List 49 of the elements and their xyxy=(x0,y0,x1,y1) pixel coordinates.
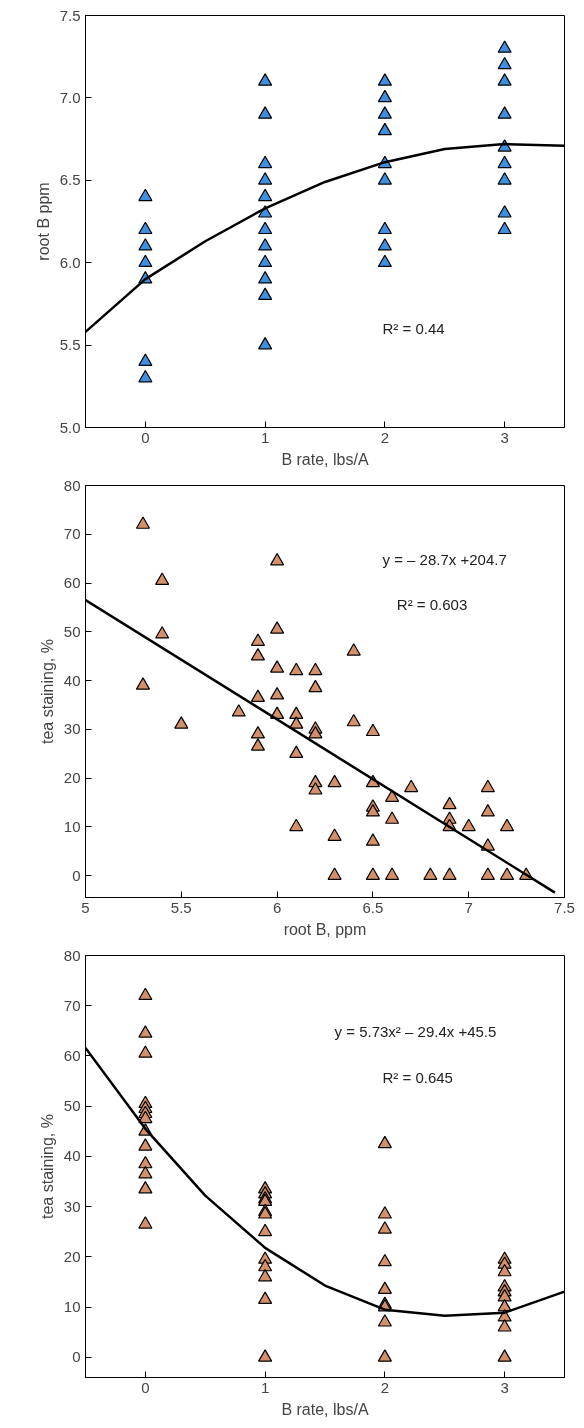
y-tick-label: 7.0 xyxy=(59,88,81,106)
y-tick-label: 5.0 xyxy=(59,418,81,436)
y-tick-label: 70 xyxy=(63,525,81,543)
y-tick-label: 40 xyxy=(63,671,81,689)
annotation: R² = 0.603 xyxy=(396,596,468,614)
y-tick-label: 6.0 xyxy=(59,253,81,271)
y-tick-label: 7.5 xyxy=(59,6,81,24)
x-tick-label: 7 xyxy=(464,898,473,916)
y-tick-label: 60 xyxy=(63,574,81,592)
y-tick-label: 30 xyxy=(63,720,81,738)
x-tick-label: 6.5 xyxy=(362,898,384,916)
y-tick-label: 30 xyxy=(63,1197,81,1215)
x-tick-label: 7.5 xyxy=(554,898,575,916)
y-axis-title: root B ppm xyxy=(34,182,52,261)
y-axis-title: tea staining, % xyxy=(38,639,56,744)
y-tick-label: 0 xyxy=(72,866,81,884)
y-tick-label: 20 xyxy=(63,769,81,787)
y-axis-title: tea staining, % xyxy=(38,1114,56,1219)
x-axis-title: B rate, lbs/A xyxy=(281,450,369,468)
y-tick-label: 10 xyxy=(63,817,81,835)
y-tick-label: 40 xyxy=(63,1147,81,1165)
annotation: y = 5.73x² – 29.4x +45.5 xyxy=(334,1022,497,1040)
y-tick-label: 6.5 xyxy=(59,171,81,189)
x-tick-label: 3 xyxy=(500,1378,509,1396)
y-tick-label: 0 xyxy=(72,1348,81,1366)
annotation: y = – 28.7x +204.7 xyxy=(382,550,507,568)
x-axis-title: root B, ppm xyxy=(283,920,367,938)
y-tick-label: 70 xyxy=(63,996,81,1014)
x-tick-label: 2 xyxy=(380,1378,390,1396)
y-tick-label: 80 xyxy=(63,476,81,494)
x-tick-label: 1 xyxy=(260,1378,270,1396)
y-tick-label: 80 xyxy=(63,946,81,964)
annotation: R² = 0.44 xyxy=(382,319,445,337)
x-axis-title: B rate, lbs/A xyxy=(281,1400,369,1418)
annotation: R² = 0.645 xyxy=(382,1069,453,1087)
y-tick-label: 50 xyxy=(63,1097,81,1115)
y-tick-label: 5.5 xyxy=(59,336,81,354)
x-tick-label: 3 xyxy=(500,428,509,446)
x-tick-label: 5 xyxy=(81,898,90,916)
x-tick-label: 5.5 xyxy=(170,898,192,916)
x-tick-label: 1 xyxy=(260,428,270,446)
y-tick-label: 20 xyxy=(63,1247,81,1265)
y-tick-label: 50 xyxy=(63,622,81,640)
x-tick-label: 6 xyxy=(272,898,282,916)
x-tick-label: 0 xyxy=(141,428,150,446)
y-tick-label: 10 xyxy=(63,1298,81,1316)
x-tick-label: 0 xyxy=(141,1378,150,1396)
x-tick-label: 2 xyxy=(380,428,390,446)
y-tick-label: 60 xyxy=(63,1046,81,1064)
